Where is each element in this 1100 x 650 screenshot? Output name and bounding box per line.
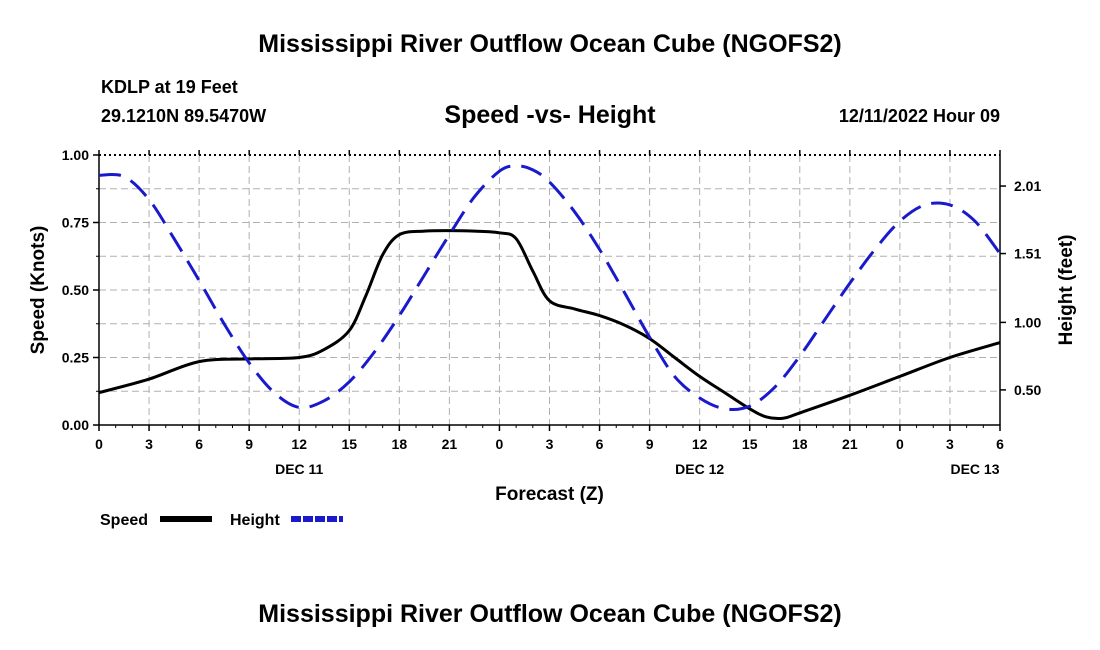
axis-labels: 0 3 6 9 12 15 18 21 0 3 6 9 12 15 18 21 0 3 6 DEC 11 DEC 12 D… bbox=[28, 147, 1077, 505]
x-tick-label: 15 bbox=[341, 436, 357, 452]
y-axis-left-title: Speed (Knots) bbox=[28, 226, 49, 355]
grid bbox=[99, 155, 1000, 425]
day-label: DEC 12 bbox=[675, 461, 724, 477]
y-left-tick-label: 0.00 bbox=[62, 417, 89, 433]
x-tick-label: 15 bbox=[742, 436, 758, 452]
legend: Speed Height bbox=[100, 512, 343, 529]
x-tick-label: 12 bbox=[692, 436, 708, 452]
y-left-tick-label: 0.25 bbox=[62, 350, 89, 366]
y-left-tick-label: 0.50 bbox=[62, 282, 89, 298]
y-left-tick-label: 1.00 bbox=[62, 147, 89, 163]
x-tick-label: 0 bbox=[95, 436, 103, 452]
footer-title: Mississippi River Outflow Ocean Cube (NG… bbox=[0, 600, 1100, 629]
y-left-tick-label: 0.75 bbox=[62, 215, 89, 231]
y-right-tick-label: 0.50 bbox=[1014, 382, 1041, 398]
speed-height-chart: 0 3 6 9 12 15 18 21 0 3 6 9 12 15 18 21 0 3 6 DEC 11 DEC 12 D… bbox=[0, 0, 1100, 650]
x-tick-label: 21 bbox=[442, 436, 458, 452]
x-tick-label: 3 bbox=[946, 436, 954, 452]
x-tick-label: 0 bbox=[896, 436, 904, 452]
day-label: DEC 11 bbox=[275, 461, 323, 477]
x-tick-label: 3 bbox=[145, 436, 153, 452]
x-tick-label: 6 bbox=[596, 436, 604, 452]
x-tick-label: 3 bbox=[546, 436, 554, 452]
x-tick-label: 18 bbox=[392, 436, 408, 452]
x-tick-label: 6 bbox=[195, 436, 203, 452]
y-right-tick-label: 1.00 bbox=[1014, 314, 1041, 330]
x-tick-label: 12 bbox=[291, 436, 307, 452]
y-axis-right-title: Height (feet) bbox=[1056, 235, 1077, 346]
x-tick-label: 21 bbox=[842, 436, 858, 452]
x-tick-label: 6 bbox=[996, 436, 1004, 452]
x-tick-label: 18 bbox=[792, 436, 808, 452]
legend-label-speed: Speed bbox=[100, 512, 148, 529]
legend-label-height: Height bbox=[230, 512, 280, 529]
y-right-tick-label: 1.51 bbox=[1014, 246, 1041, 262]
x-tick-label: 0 bbox=[496, 436, 504, 452]
x-axis-title: Forecast (Z) bbox=[495, 484, 604, 505]
y-right-tick-label: 2.01 bbox=[1014, 178, 1041, 194]
x-tick-label: 9 bbox=[245, 436, 253, 452]
day-label: DEC 13 bbox=[950, 461, 999, 477]
x-tick-label: 9 bbox=[646, 436, 654, 452]
